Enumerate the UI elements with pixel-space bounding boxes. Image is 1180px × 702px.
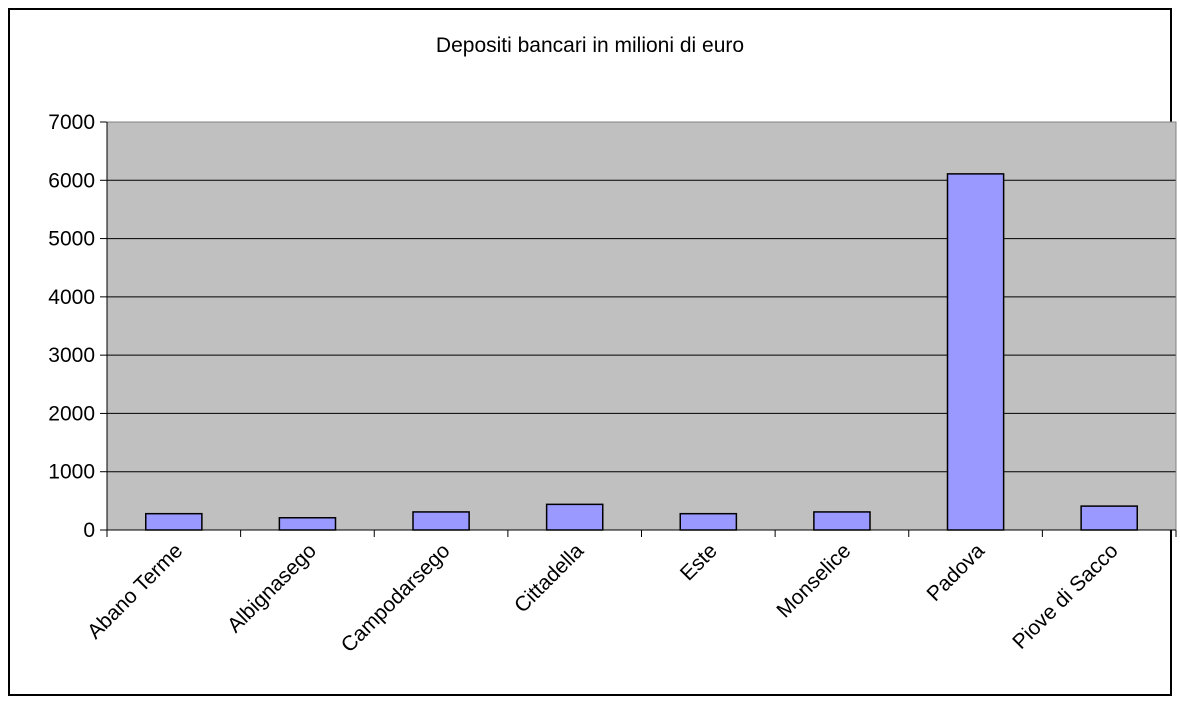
bar-campodarsego (412, 511, 470, 531)
y-tick-label: 6000 (48, 169, 95, 192)
x-tick-label: Abano Terme (83, 539, 187, 643)
bar-padova (946, 173, 1005, 531)
bar-cittadella (545, 503, 604, 531)
y-tick-label: 4000 (48, 286, 95, 309)
x-tick-label: Campodarsego (337, 539, 455, 657)
x-tick-label: Cittadella (510, 539, 588, 617)
y-tick-label: 5000 (48, 228, 95, 251)
y-tick-label: 0 (83, 519, 95, 542)
plot-area (107, 122, 1176, 530)
y-tick-label: 7000 (48, 111, 95, 134)
bar-monselice (813, 511, 871, 531)
y-tick-label: 1000 (48, 461, 95, 484)
x-tick-label: Piove di Sacco (1008, 539, 1122, 653)
bar-abano-terme (145, 512, 203, 531)
x-tick-label: Padova (922, 539, 989, 606)
y-tick-label: 2000 (48, 402, 95, 425)
x-tick-label: Monselice (772, 539, 855, 622)
bar-este (679, 512, 738, 531)
bar-albignasego (278, 517, 337, 531)
x-tick-label: Albignasego (223, 539, 321, 637)
bar-piove-di-sacco (1080, 505, 1138, 531)
chart-title: Depositi bancari in milioni di euro (435, 34, 745, 57)
y-tick-label: 3000 (48, 344, 95, 367)
x-tick-label: Este (676, 539, 722, 585)
